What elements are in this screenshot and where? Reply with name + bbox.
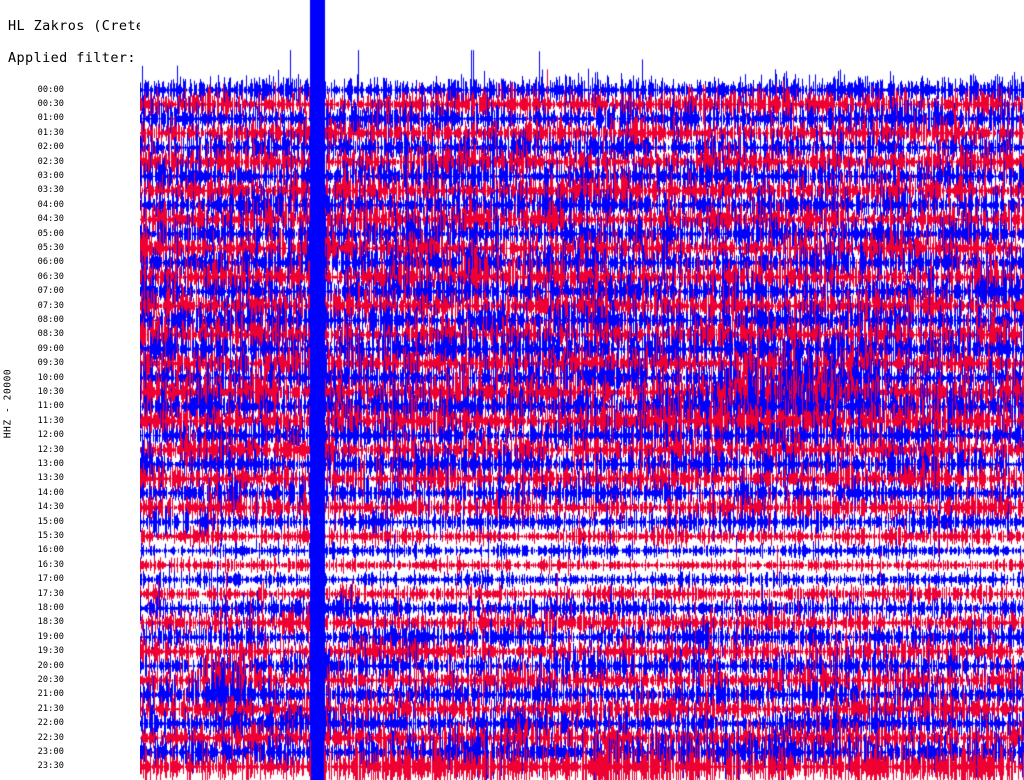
time-axis-tick: 05:00 [37, 228, 64, 239]
time-axis-tick: 05:30 [37, 242, 64, 253]
time-axis-tick: 15:30 [37, 530, 64, 541]
station-title: HL Zakros (Crete) [8, 18, 153, 34]
time-axis-tick: 12:30 [37, 444, 64, 455]
time-axis-tick: 14:30 [37, 502, 64, 513]
time-axis-tick: 04:30 [37, 214, 64, 225]
time-axis-tick: 09:30 [37, 358, 64, 369]
time-axis-tick: 02:30 [37, 156, 64, 167]
trace-plot-area [70, 0, 1024, 780]
time-axis-tick: 20:00 [37, 660, 64, 671]
time-axis-tick: 18:30 [37, 617, 64, 628]
time-axis-tick: 00:30 [37, 98, 64, 109]
time-axis-tick: 08:00 [37, 314, 64, 325]
time-axis-tick: 21:30 [37, 703, 64, 714]
time-axis-tick: 18:00 [37, 602, 64, 613]
time-axis-tick: 10:00 [37, 372, 64, 383]
time-axis-tick: 20:30 [37, 674, 64, 685]
time-axis-tick: 16:00 [37, 545, 64, 556]
time-axis-tick: 03:00 [37, 170, 64, 181]
time-axis-tick: 23:30 [37, 761, 64, 772]
time-axis-tick: 03:30 [37, 185, 64, 196]
time-axis-tick: 22:30 [37, 732, 64, 743]
time-axis-tick: 13:00 [37, 458, 64, 469]
time-axis-tick: 09:00 [37, 343, 64, 354]
time-axis-tick: 19:30 [37, 646, 64, 657]
time-axis-tick: 23:00 [37, 746, 64, 757]
time-axis-tick: 19:00 [37, 631, 64, 642]
time-axis-tick: 07:00 [37, 286, 64, 297]
seismogram-trace-canvas [140, 0, 1024, 780]
time-axis-tick: 06:30 [37, 271, 64, 282]
time-axis-tick: 02:00 [37, 142, 64, 153]
time-axis-tick: 13:30 [37, 473, 64, 484]
time-axis-tick: 14:00 [37, 487, 64, 498]
time-axis-tick: 07:30 [37, 300, 64, 311]
time-axis-tick: 04:00 [37, 199, 64, 210]
time-axis-tick: 11:30 [37, 415, 64, 426]
time-axis-tick: 01:00 [37, 113, 64, 124]
time-axis-tick: 17:00 [37, 574, 64, 585]
time-axis-tick: 10:30 [37, 386, 64, 397]
time-axis-tick: 06:00 [37, 257, 64, 268]
time-axis: 00:00 00:30 01:00 01:30 02:00 02:30 03:00 03:30… [0, 0, 68, 780]
time-axis-tick: 21:00 [37, 689, 64, 700]
time-axis-tick: 08:30 [37, 329, 64, 340]
time-axis-tick: 11:00 [37, 401, 64, 412]
time-axis-tick: 15:00 [37, 516, 64, 527]
time-axis-tick: 22:00 [37, 718, 64, 729]
time-axis-tick: 17:30 [37, 588, 64, 599]
time-axis-tick: 16:30 [37, 559, 64, 570]
time-axis-tick: 01:30 [37, 127, 64, 138]
time-axis-tick: 12:00 [37, 430, 64, 441]
time-axis-tick: 00:00 [37, 84, 64, 95]
